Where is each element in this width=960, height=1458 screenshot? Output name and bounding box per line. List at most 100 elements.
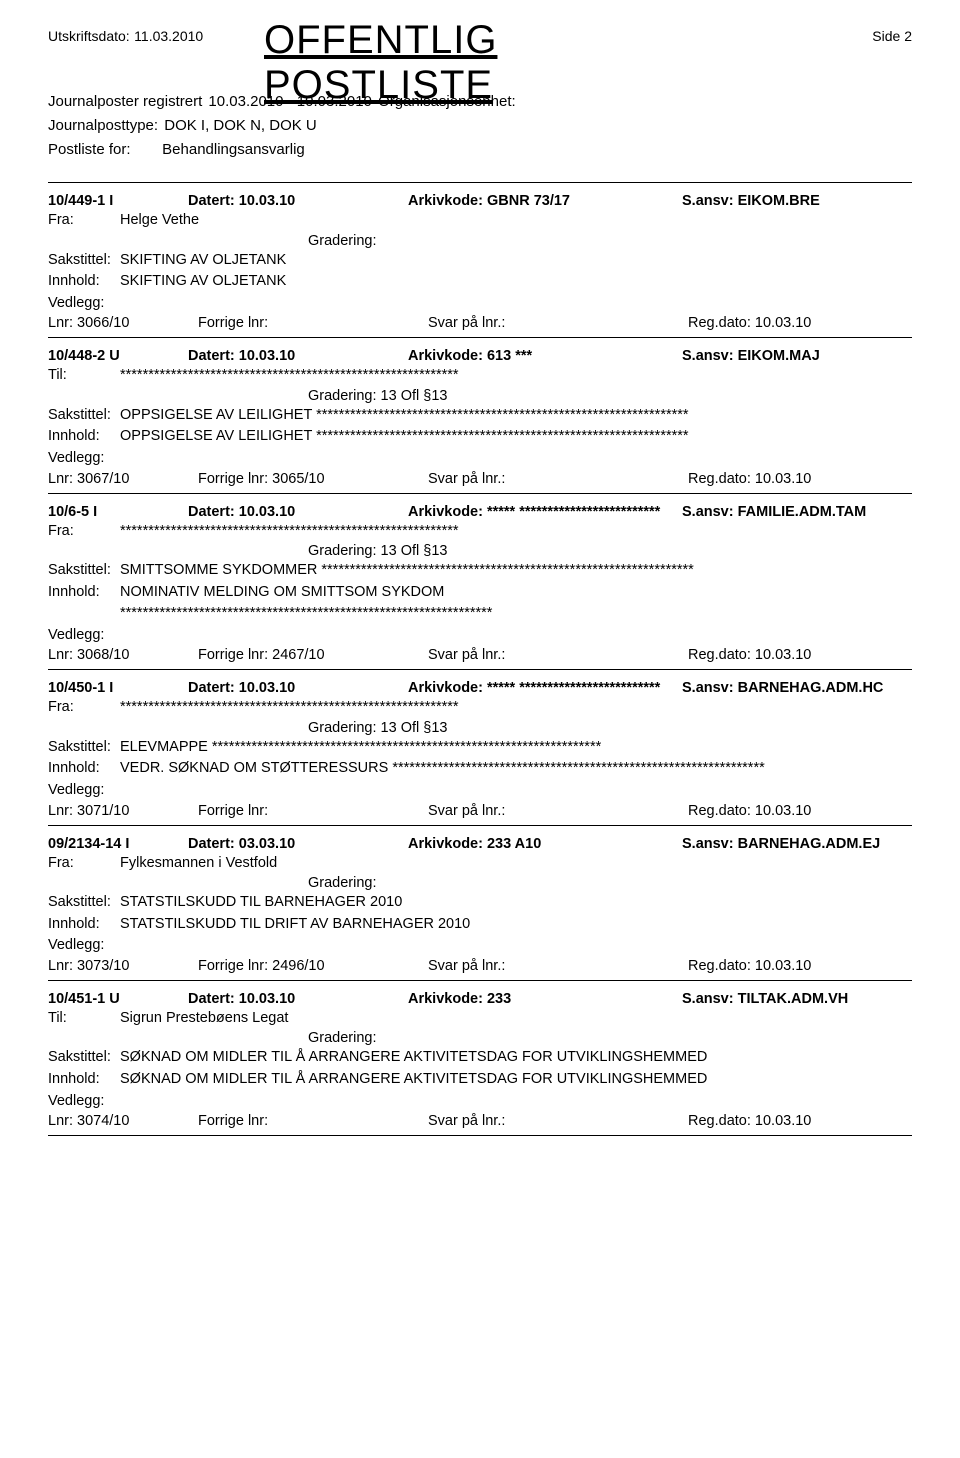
sakstittel-value: STATSTILSKUDD TIL BARNEHAGER 2010: [120, 894, 402, 910]
svar-lnr: Svar på lnr.:: [428, 958, 628, 974]
party-label: Fra:: [48, 522, 120, 542]
sakstittel-label: Sakstittel:: [48, 1048, 120, 1068]
journal-entry: 09/2134-14 I Datert: 03.03.10 Arkivkode:…: [48, 825, 912, 980]
innhold-line: Innhold:STATSTILSKUDD TIL DRIFT AV BARNE…: [48, 915, 912, 935]
party-value: Sigrun Prestebøens Legat: [120, 1010, 288, 1026]
svar-lnr: Svar på lnr.:: [428, 471, 628, 487]
sakstittel-line: Sakstittel:OPPSIGELSE AV LEILIGHET *****…: [48, 406, 912, 426]
datert: Datert: 10.03.10: [188, 348, 408, 364]
lnr: Lnr: 3066/10: [48, 315, 198, 331]
sakstittel-label: Sakstittel:: [48, 893, 120, 913]
registered-label: Journalposter registrert: [48, 93, 202, 110]
innhold-line: Innhold:SØKNAD OM MIDLER TIL Å ARRANGERE…: [48, 1070, 912, 1090]
vedlegg-line: Vedlegg:: [48, 936, 912, 956]
entry-footer-row: Lnr: 3071/10 Forrige lnr: Svar på lnr.: …: [48, 803, 912, 819]
forrige-lnr: Forrige lnr:: [198, 315, 428, 331]
ansv: S.ansv: EIKOM.BRE: [682, 193, 912, 209]
case-number: 10/450-1 I: [48, 680, 188, 696]
sakstittel-value: SØKNAD OM MIDLER TIL Å ARRANGERE AKTIVIT…: [120, 1049, 707, 1065]
party-value: ****************************************…: [120, 699, 459, 715]
journal-entry: 10/448-2 U Datert: 10.03.10 Arkivkode: 6…: [48, 337, 912, 492]
entries-container: 10/449-1 I Datert: 10.03.10 Arkivkode: G…: [48, 182, 912, 1135]
journal-entry: 10/450-1 I Datert: 10.03.10 Arkivkode: *…: [48, 669, 912, 824]
innhold-label: Innhold:: [48, 272, 120, 292]
innhold-label: Innhold:: [48, 1070, 120, 1090]
ansv: S.ansv: BARNEHAG.ADM.EJ: [682, 836, 912, 852]
party-line: Fra:Fylkesmannen i Vestfold: [48, 854, 912, 874]
vedlegg-label: Vedlegg:: [48, 781, 120, 801]
arkivkode: Arkivkode: ***** ***********************…: [408, 680, 682, 696]
innhold-line: Innhold:SKIFTING AV OLJETANK: [48, 272, 912, 292]
innhold-line: Innhold:VEDR. SØKNAD OM STØTTERESSURS **…: [48, 759, 912, 779]
datert: Datert: 03.03.10: [188, 836, 408, 852]
forrige-lnr: Forrige lnr: 2467/10: [198, 647, 428, 663]
entry-header-row: 10/6-5 I Datert: 10.03.10 Arkivkode: ***…: [48, 504, 912, 520]
sakstittel-value: ELEVMAPPE ******************************…: [120, 739, 601, 755]
postliste-value: Behandlingsansvarlig: [162, 141, 305, 158]
sakstittel-label: Sakstittel:: [48, 251, 120, 271]
arkivkode: Arkivkode: 233: [408, 991, 682, 1007]
page-number: Side 2: [872, 28, 912, 44]
gradering-line: Gradering:: [308, 875, 912, 891]
vedlegg-line: Vedlegg:: [48, 1092, 912, 1112]
sakstittel-line: Sakstittel:STATSTILSKUDD TIL BARNEHAGER …: [48, 893, 912, 913]
lnr: Lnr: 3071/10: [48, 803, 198, 819]
journal-entry: 10/6-5 I Datert: 10.03.10 Arkivkode: ***…: [48, 493, 912, 670]
journal-entry: 10/449-1 I Datert: 10.03.10 Arkivkode: G…: [48, 182, 912, 337]
page-title: OFFENTLIG POSTLISTE: [264, 18, 696, 108]
innhold-value: NOMINATIV MELDING OM SMITTSOM SYKDOM: [120, 584, 444, 600]
sakstittel-line: Sakstittel:SØKNAD OM MIDLER TIL Å ARRANG…: [48, 1048, 912, 1068]
case-number: 10/448-2 U: [48, 348, 188, 364]
innhold-value: OPPSIGELSE AV LEILIGHET ****************…: [120, 428, 689, 444]
lnr: Lnr: 3073/10: [48, 958, 198, 974]
innhold-label: Innhold:: [48, 583, 120, 603]
entry-footer-row: Lnr: 3066/10 Forrige lnr: Svar på lnr.: …: [48, 315, 912, 331]
meta-postliste: Postliste for: Behandlingsansvarlig: [48, 138, 912, 162]
vedlegg-label: Vedlegg:: [48, 294, 120, 314]
sakstittel-value: SKIFTING AV OLJETANK: [120, 252, 286, 268]
gradering-line: Gradering: 13 Ofl §13: [308, 543, 912, 559]
forrige-lnr: Forrige lnr:: [198, 803, 428, 819]
innhold-label: Innhold:: [48, 427, 120, 447]
postliste-label: Postliste for:: [48, 138, 156, 162]
regdato: Reg.dato: 10.03.10: [628, 471, 912, 487]
regdato: Reg.dato: 10.03.10: [628, 958, 912, 974]
innhold-line: Innhold:OPPSIGELSE AV LEILIGHET ********…: [48, 427, 912, 447]
gradering-line: Gradering:: [308, 1030, 912, 1046]
entry-header-row: 10/449-1 I Datert: 10.03.10 Arkivkode: G…: [48, 193, 912, 209]
lnr: Lnr: 3067/10: [48, 471, 198, 487]
innhold-value: SØKNAD OM MIDLER TIL Å ARRANGERE AKTIVIT…: [120, 1071, 707, 1087]
vedlegg-label: Vedlegg:: [48, 449, 120, 469]
posttype-label: Journalposttype:: [48, 117, 158, 134]
party-value: ****************************************…: [120, 367, 459, 383]
entry-footer-row: Lnr: 3073/10 Forrige lnr: 2496/10 Svar p…: [48, 958, 912, 974]
vedlegg-line: Vedlegg:: [48, 449, 912, 469]
svar-lnr: Svar på lnr.:: [428, 803, 628, 819]
entry-footer-row: Lnr: 3067/10 Forrige lnr: 3065/10 Svar p…: [48, 471, 912, 487]
ansv: S.ansv: FAMILIE.ADM.TAM: [682, 504, 912, 520]
print-date-value: 11.03.2010: [134, 28, 203, 44]
lnr: Lnr: 3068/10: [48, 647, 198, 663]
posttype-value: DOK I, DOK N, DOK U: [164, 117, 317, 134]
regdato: Reg.dato: 10.03.10: [628, 315, 912, 331]
innhold-extra-value: ****************************************…: [120, 605, 492, 621]
innhold-label: Innhold:: [48, 759, 120, 779]
party-line: Til:Sigrun Prestebøens Legat: [48, 1009, 912, 1029]
party-line: Fra:************************************…: [48, 522, 912, 542]
datert: Datert: 10.03.10: [188, 504, 408, 520]
sakstittel-line: Sakstittel:ELEVMAPPE *******************…: [48, 738, 912, 758]
regdato: Reg.dato: 10.03.10: [628, 1113, 912, 1129]
innhold-label: Innhold:: [48, 915, 120, 935]
forrige-lnr: Forrige lnr: 2496/10: [198, 958, 428, 974]
ansv: S.ansv: EIKOM.MAJ: [682, 348, 912, 364]
datert: Datert: 10.03.10: [188, 680, 408, 696]
arkivkode: Arkivkode: ***** ***********************…: [408, 504, 682, 520]
vedlegg-label: Vedlegg:: [48, 626, 120, 646]
datert: Datert: 10.03.10: [188, 991, 408, 1007]
innhold-line: Innhold:NOMINATIV MELDING OM SMITTSOM SY…: [48, 583, 912, 603]
case-number: 10/449-1 I: [48, 193, 188, 209]
vedlegg-label: Vedlegg:: [48, 936, 120, 956]
sakstittel-label: Sakstittel:: [48, 738, 120, 758]
gradering-line: Gradering: 13 Ofl §13: [308, 720, 912, 736]
arkivkode: Arkivkode: 233 A10: [408, 836, 682, 852]
